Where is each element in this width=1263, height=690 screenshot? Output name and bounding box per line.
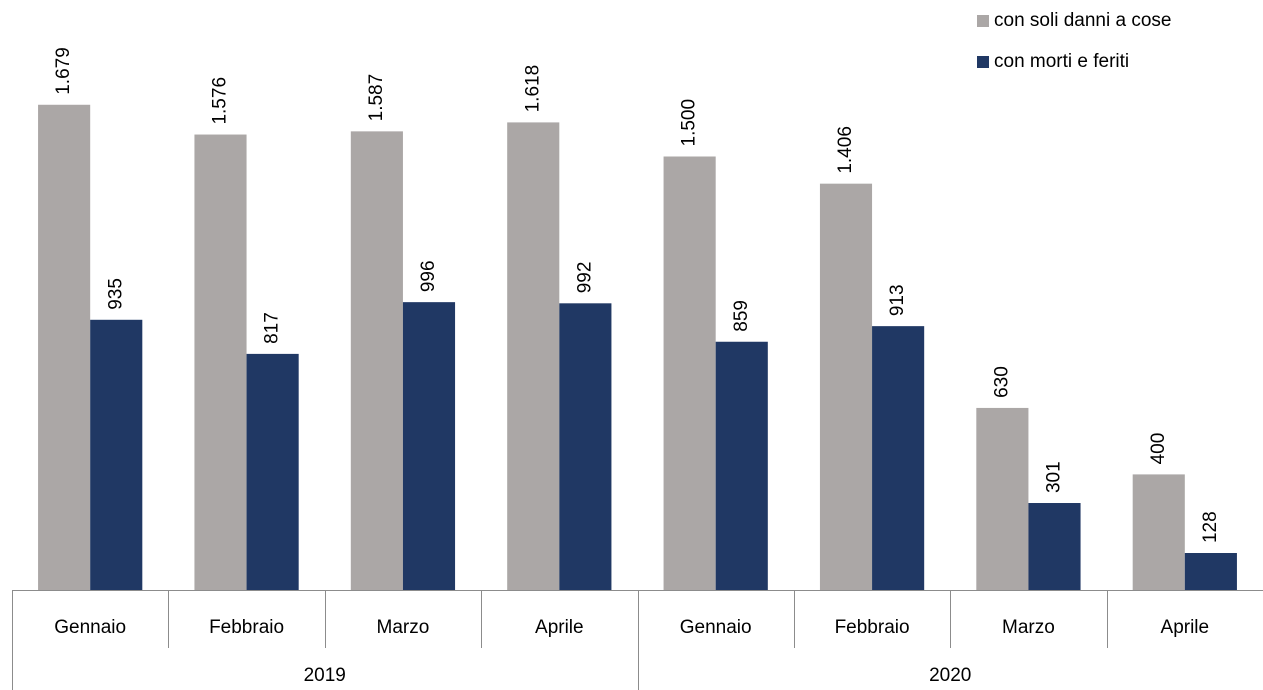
value-label: 400 <box>1148 433 1169 465</box>
legend-label: con soli danni a cose <box>994 10 1171 31</box>
value-label: 992 <box>574 262 595 294</box>
bar <box>715 341 768 590</box>
legend-label: con morti e feriti <box>994 51 1129 72</box>
x-tick-label: Gennaio <box>680 617 752 638</box>
value-label: 996 <box>418 260 439 292</box>
value-label: 1.406 <box>835 126 856 174</box>
value-label: 1.576 <box>210 77 231 125</box>
x-tick-label: Gennaio <box>54 617 126 638</box>
legend-swatch <box>977 56 989 68</box>
bar <box>976 407 1029 590</box>
bar <box>194 134 247 590</box>
x-tick-label: Aprile <box>535 617 584 638</box>
value-label: 1.618 <box>522 65 543 113</box>
bar <box>38 104 91 591</box>
value-label: 1.679 <box>53 47 74 95</box>
x-tick-label: Aprile <box>1161 617 1210 638</box>
x-tick-label: Marzo <box>377 617 430 638</box>
value-label: 1.500 <box>679 99 700 147</box>
value-label: 128 <box>1200 511 1221 543</box>
group-label: 2020 <box>929 665 971 686</box>
bar <box>819 183 873 590</box>
legend-swatch <box>977 15 989 27</box>
x-tick-label: Marzo <box>1002 617 1055 638</box>
bar <box>246 353 299 590</box>
value-label: 935 <box>105 278 126 310</box>
value-label: 859 <box>731 300 752 332</box>
value-label: 1.587 <box>366 74 387 122</box>
bar <box>1132 474 1185 590</box>
value-label: 630 <box>991 366 1012 398</box>
bar <box>663 156 716 590</box>
bar <box>1028 503 1081 590</box>
value-label: 817 <box>262 312 283 344</box>
bar <box>402 302 456 590</box>
bar <box>350 131 403 590</box>
value-label: 913 <box>887 284 908 316</box>
bar <box>90 319 143 590</box>
x-tick-label: Febbraio <box>209 617 284 638</box>
x-tick-label: Febbraio <box>835 617 910 638</box>
bar <box>1184 553 1237 590</box>
bar <box>872 326 925 590</box>
bar <box>559 303 612 590</box>
group-label: 2019 <box>304 665 346 686</box>
bar <box>507 122 560 590</box>
value-label: 301 <box>1044 461 1065 493</box>
